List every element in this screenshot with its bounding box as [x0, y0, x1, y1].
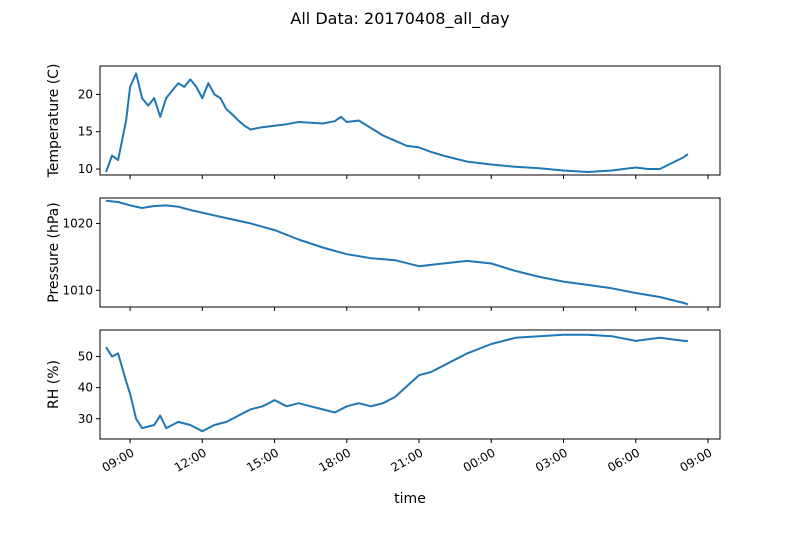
x-tick-label: 15:00 [244, 445, 281, 474]
y-tick-label: 15 [78, 125, 93, 139]
y-axis-label: Temperature (C) [46, 64, 62, 179]
y-tick-label: 40 [78, 381, 93, 395]
chart-title: All Data: 20170408_all_day [290, 9, 509, 29]
x-tick-label: 18:00 [316, 445, 353, 474]
series-line-1 [105, 72, 689, 173]
y-tick-label: 30 [78, 412, 93, 426]
plot-frame [99, 197, 721, 308]
x-tick-label: 06:00 [605, 445, 642, 474]
y-tick-label: 50 [78, 349, 93, 363]
y-tick-label: 1020 [62, 216, 93, 230]
x-tick-label: 12:00 [172, 445, 209, 474]
plot-frame [99, 329, 721, 440]
y-tick-label: 10 [78, 162, 93, 176]
y-tick-label: 20 [78, 87, 93, 101]
panel-3: 30 40 50 RH (%) [46, 329, 721, 443]
panel-1: 10 15 20 Temperature (C) [46, 64, 721, 179]
x-tick-label: 09:00 [678, 445, 715, 474]
y-axis-label: Pressure (hPa) [46, 202, 62, 302]
x-tick-label: 03:00 [533, 445, 570, 474]
x-tick-label: 09:00 [100, 445, 137, 474]
series-line-3 [105, 333, 688, 433]
series-line-2 [105, 199, 689, 306]
y-tick-label: 1010 [62, 283, 93, 297]
plot-frame [99, 65, 721, 176]
x-tick-label: 21:00 [389, 445, 426, 474]
y-axis-label: RH (%) [46, 360, 62, 409]
x-tick-label: 00:00 [461, 445, 498, 474]
x-axis-label: time [394, 491, 426, 507]
